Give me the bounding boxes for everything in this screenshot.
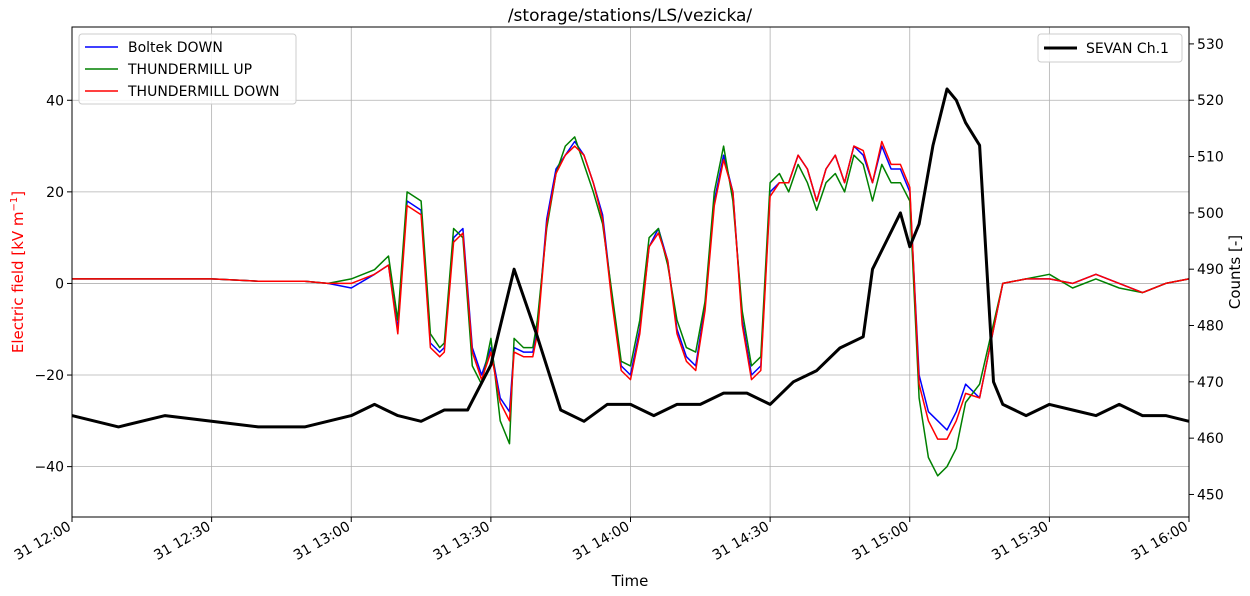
- chart-title: /storage/stations/LS/vezicka/: [508, 6, 753, 26]
- right-tick-label: 470: [1197, 375, 1224, 391]
- left-tick-label: 40: [46, 93, 64, 109]
- right-axis-ticks: 450 460 470 480 490 500 510 520 530: [1189, 37, 1224, 503]
- left-tick-label: −20: [34, 368, 64, 384]
- legend-entry: THUNDERMILL DOWN: [127, 84, 280, 100]
- series-line-thundermill-up: [72, 136, 1190, 477]
- right-tick-label: 450: [1197, 487, 1224, 503]
- left-tick-label: −40: [34, 460, 64, 476]
- right-tick-label: 490: [1197, 262, 1224, 278]
- right-tick-label: 500: [1197, 206, 1224, 222]
- right-axis-label: Counts [-]: [1226, 235, 1244, 309]
- series-line-thundermill-down: [72, 140, 1190, 440]
- right-tick-label: 460: [1197, 431, 1224, 447]
- left-axis-ticks: −40 −20 0 20 40: [34, 93, 72, 476]
- right-tick-label: 520: [1197, 93, 1224, 109]
- left-axis-label-end: ]: [9, 191, 27, 197]
- left-tick-label: 20: [46, 185, 64, 201]
- series-line-sevan-ch-1: [71, 87, 1190, 429]
- right-tick-label: 480: [1197, 319, 1224, 335]
- legend-left: Boltek DOWN THUNDERMILL UP THUNDERMILL DOW…: [78, 33, 297, 105]
- x-axis-label: Time: [611, 572, 649, 590]
- legend-right: SEVAN Ch.1: [1037, 33, 1183, 63]
- left-axis-label: Electric field [kV m−1]: [9, 191, 27, 353]
- left-axis-label-exponent: −1: [9, 197, 20, 212]
- right-axis-series: [71, 87, 1190, 429]
- left-axis-label-main: Electric field [kV m: [9, 211, 27, 353]
- legend-entry: SEVAN Ch.1: [1086, 41, 1169, 57]
- legend-left-box: [78, 33, 297, 105]
- right-tick-label: 510: [1197, 150, 1224, 166]
- legend-entry: Boltek DOWN: [128, 40, 223, 56]
- legend-entry: THUNDERMILL UP: [127, 62, 252, 78]
- legend-right-box: [1037, 33, 1183, 63]
- left-tick-label: 0: [55, 276, 64, 292]
- right-tick-label: 530: [1197, 37, 1224, 53]
- left-axis-series: [72, 136, 1190, 477]
